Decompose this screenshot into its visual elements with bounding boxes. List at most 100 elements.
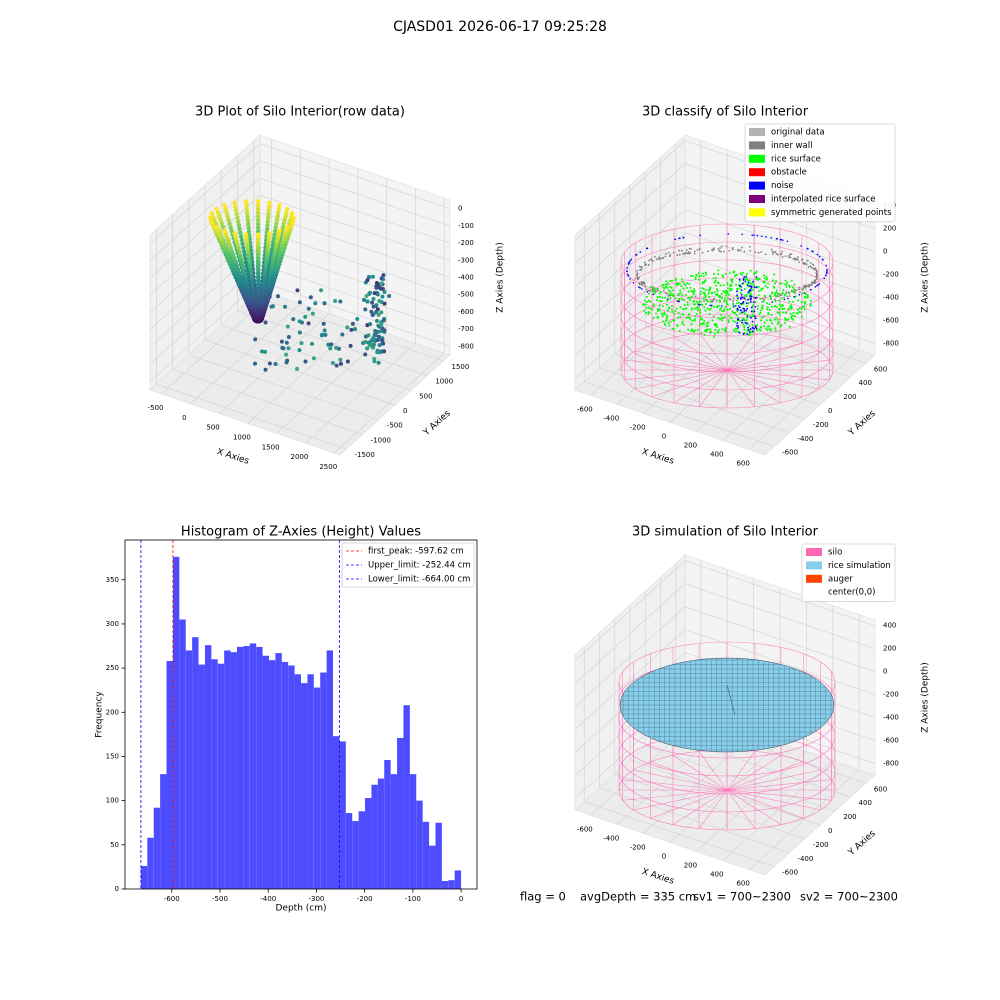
- y-tick-label: 350: [106, 576, 119, 584]
- noise-point: [750, 306, 753, 309]
- rice-point: [685, 307, 688, 310]
- raw-point: [267, 230, 272, 236]
- rice-point: [690, 290, 693, 293]
- bar: [416, 800, 423, 889]
- y-tick-label: -1000: [371, 436, 391, 444]
- rice-point: [769, 294, 772, 297]
- bar: [179, 619, 186, 889]
- wall-point: [789, 253, 792, 256]
- rice-point: [778, 303, 781, 306]
- z-tick-label: -800: [883, 760, 899, 768]
- x-tick-label: 0: [662, 853, 666, 861]
- raw-point: [377, 334, 382, 339]
- noise-point: [787, 297, 789, 300]
- rice-point: [701, 272, 704, 275]
- bar: [313, 687, 321, 889]
- wall-point: [725, 245, 728, 248]
- bar: [365, 797, 372, 889]
- rice-point: [644, 303, 647, 306]
- noise-point: [770, 236, 773, 239]
- noise-point: [798, 294, 801, 296]
- noise-point: [818, 283, 821, 285]
- wall-point: [689, 251, 692, 254]
- rice-point: [687, 296, 690, 299]
- rice-point: [731, 278, 734, 281]
- legend-swatch: [806, 561, 822, 570]
- bar: [307, 674, 314, 889]
- wall-point: [764, 296, 767, 299]
- noise-point: [751, 330, 754, 333]
- raw-point: [242, 252, 247, 258]
- raw-point: [291, 215, 297, 221]
- legend-label: rice simulation: [828, 561, 891, 571]
- raw-point: [215, 210, 221, 215]
- rice-point: [724, 326, 727, 329]
- wall-point: [788, 254, 790, 257]
- raw-point: [381, 341, 386, 346]
- raw-point: [299, 320, 304, 325]
- silo-spoke: [726, 761, 804, 791]
- rice-point: [734, 320, 737, 323]
- bar: [275, 653, 282, 889]
- noise-point: [738, 278, 741, 281]
- rice-point: [672, 293, 675, 296]
- raw-point: [277, 203, 282, 208]
- wall-point: [690, 248, 692, 250]
- rice-point: [760, 316, 763, 319]
- rice-point: [680, 278, 683, 281]
- wall-point: [711, 249, 714, 252]
- noise-point: [737, 318, 740, 321]
- rice-point: [766, 308, 769, 311]
- noise-point: [823, 277, 826, 280]
- noise-point: [818, 255, 821, 258]
- rice-point: [774, 299, 777, 302]
- rice-point: [706, 300, 709, 303]
- silo-spoke: [726, 779, 832, 791]
- y-tick-label: 200: [106, 708, 119, 716]
- raw-point: [244, 210, 250, 215]
- rice-point: [714, 332, 717, 335]
- rice-point: [680, 297, 683, 300]
- rice-point: [754, 300, 757, 303]
- rice-point: [748, 279, 751, 282]
- raw-point: [245, 214, 250, 219]
- rice-point: [773, 282, 776, 285]
- rice-point: [744, 294, 747, 297]
- noise-point: [736, 322, 739, 325]
- rice-point: [773, 293, 776, 296]
- noise-point: [749, 328, 752, 330]
- noise-point: [628, 262, 630, 264]
- rice-point: [799, 311, 802, 314]
- wall-point: [801, 258, 804, 261]
- y-tick-label: 250: [106, 664, 119, 672]
- rice-point: [734, 274, 737, 277]
- noise-point: [755, 276, 758, 278]
- raw-point: [372, 291, 377, 296]
- raw-point: [243, 232, 249, 237]
- rice-point: [652, 303, 655, 306]
- wall-point: [794, 259, 796, 261]
- raw-point: [263, 349, 268, 354]
- raw-point: [379, 310, 384, 315]
- noise-point: [749, 285, 751, 287]
- rice-point: [677, 316, 680, 319]
- raw-point: [285, 358, 290, 363]
- wall-point: [688, 247, 691, 250]
- raw-point: [379, 286, 384, 291]
- rice-point: [671, 279, 674, 282]
- x-tick-label: 0: [662, 433, 666, 441]
- rice-point: [801, 288, 804, 291]
- y-tick-label: -200: [813, 421, 829, 429]
- silo-spoke: [635, 350, 728, 371]
- noise-point: [753, 286, 756, 289]
- bar: [339, 741, 346, 889]
- raw-point: [272, 228, 278, 234]
- rice-point: [724, 306, 727, 309]
- raw-point: [285, 324, 290, 329]
- rice-point: [723, 329, 726, 332]
- raw-point: [265, 223, 270, 228]
- z-tick-label: -800: [883, 340, 899, 348]
- raw-point: [285, 224, 290, 230]
- rice-point: [645, 306, 648, 309]
- rice-point: [731, 281, 734, 284]
